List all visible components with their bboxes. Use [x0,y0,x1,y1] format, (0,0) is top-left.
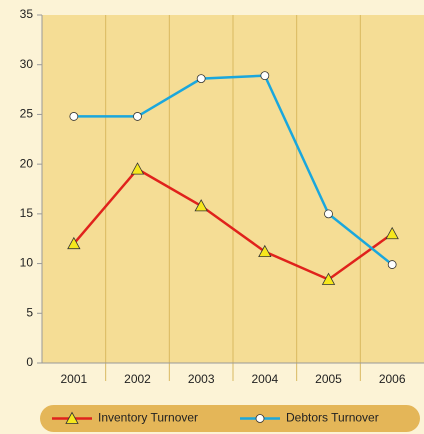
marker [385,226,399,240]
x-tick-label: 2004 [251,372,278,386]
x-tick-label: 2002 [124,372,151,386]
y-tick-label: 25 [20,107,34,121]
y-tick-label: 0 [26,355,33,369]
marker [67,236,81,250]
x-tick-label: 2003 [188,372,215,386]
marker [321,272,336,285]
x-tick-label: 2001 [60,372,87,386]
series-line [72,167,393,281]
marker [194,199,208,212]
x-tick-label: 2005 [315,372,342,386]
x-tick-label: 2006 [379,372,406,386]
y-tick-label: 10 [20,256,34,270]
marker [196,74,206,84]
legend-label: Debtors Turnover [286,411,379,425]
legend-label: Inventory Turnover [98,411,198,425]
marker [387,260,397,269]
marker [260,71,270,81]
y-tick-label: 20 [20,156,34,170]
y-tick-label: 30 [20,57,34,71]
marker [69,112,79,121]
marker [133,112,142,121]
y-tick-label: 5 [26,305,33,319]
legend-marker [255,414,265,423]
marker [258,244,272,258]
series-line [73,74,393,266]
legend-marker [65,411,79,424]
marker [324,209,333,219]
legend [40,405,420,432]
marker [130,162,145,175]
y-tick-label: 15 [20,206,34,220]
y-tick-label: 35 [20,7,34,21]
